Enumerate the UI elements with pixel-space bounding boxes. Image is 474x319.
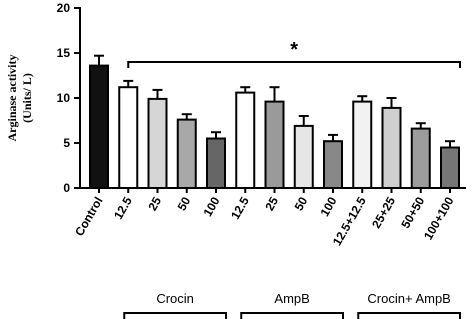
y-tick-label: 0 [63,181,70,195]
bar [235,91,256,189]
group-label: Crocin [156,291,194,306]
x-tick-label: 25 [262,194,281,213]
x-tick-label: 100 [200,194,222,219]
bar [176,118,197,189]
x-tick-label: 50 [175,194,194,213]
bar [410,127,431,190]
bar [206,137,226,189]
bar [264,100,285,189]
bar [440,146,460,189]
group-label: AmpB [274,291,309,306]
x-tick-label: 50 [292,194,311,213]
y-axis-label: Arginase activity [5,55,19,142]
x-tick-label: 50+50 [398,194,427,230]
bar [323,140,343,189]
x-tick-label: 100 [317,194,339,219]
significance-star: * [290,39,298,61]
bar [381,106,402,189]
bar [118,86,139,189]
group-bracket [240,312,344,319]
group-bracket [123,312,227,319]
bar [293,124,314,189]
x-tick-label: 12.5 [111,194,135,222]
x-tick-label: 12.5 [228,194,252,222]
significance-bracket [127,61,461,68]
bar [147,97,168,189]
group-label: Crocin+ AmpB [367,291,450,306]
bar [89,64,109,189]
x-tick-label: 25+25 [369,194,398,230]
x-tick-label: Control [72,195,105,239]
group-bracket [357,312,461,319]
y-axis-label: (Units/ L) [20,73,34,123]
x-tick-label: 25 [145,194,164,213]
bar [352,100,373,189]
y-tick-label: 10 [57,91,71,105]
y-tick-label: 15 [57,46,71,60]
y-tick-label: 20 [57,1,71,15]
y-tick-label: 5 [63,136,70,150]
